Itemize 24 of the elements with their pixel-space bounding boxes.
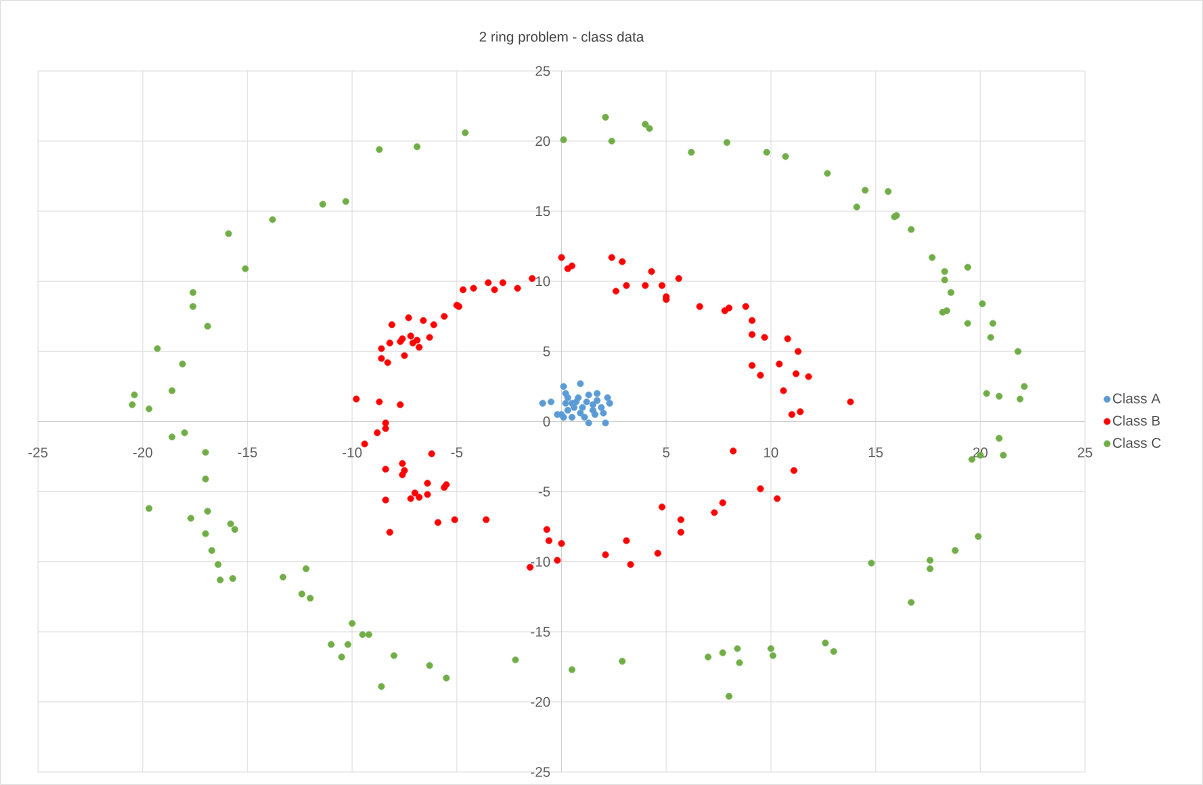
y-tick-label: 10	[536, 276, 550, 287]
x-tick-label: 25	[1077, 447, 1093, 458]
x-tick-label: -10	[342, 447, 362, 458]
y-tick-label: 25	[535, 66, 550, 76]
y-tick-label: 0	[543, 416, 550, 427]
x-tick-label: -5	[451, 447, 463, 458]
y-tick-label: -10	[530, 556, 550, 567]
y-tick-label: -15	[530, 626, 550, 637]
legend-label: Class C	[1113, 437, 1161, 448]
y-tick-label: 20	[535, 136, 550, 147]
y-tick-label: 15	[536, 206, 550, 217]
x-tick-label: 5	[662, 447, 670, 458]
x-tick-label: 15	[868, 447, 883, 458]
x-tick-label: 10	[764, 447, 779, 458]
x-tick-label: -20	[133, 447, 153, 458]
x-tick-label: -25	[28, 447, 48, 458]
chart-title: 2 ring problem - class data	[479, 31, 644, 45]
y-tick-label: -25	[530, 767, 550, 777]
x-tick-label: -15	[237, 447, 257, 458]
y-tick-label: -20	[530, 696, 550, 707]
legend-label: Class A	[1113, 393, 1161, 404]
legend-label: Class B	[1113, 415, 1160, 426]
y-tick-label: -5	[538, 486, 550, 497]
y-tick-label: 5	[543, 346, 550, 357]
